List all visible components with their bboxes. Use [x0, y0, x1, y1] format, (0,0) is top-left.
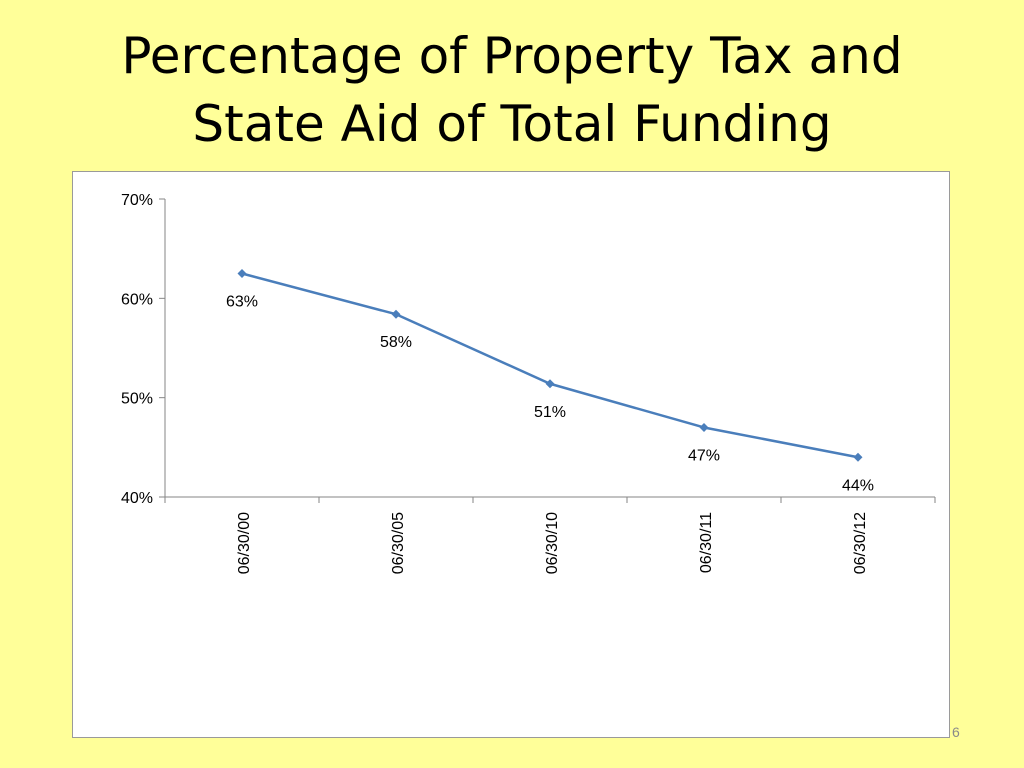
- data-label: 47%: [688, 447, 720, 464]
- y-tick-label: 60%: [121, 291, 153, 308]
- data-label: 51%: [534, 404, 566, 421]
- y-tick-label: 70%: [121, 192, 153, 209]
- data-label: 63%: [226, 294, 258, 311]
- x-tick-label: 06/30/11: [698, 512, 715, 573]
- x-tick-label: 06/30/10: [544, 512, 561, 574]
- data-point-marker: [853, 452, 863, 462]
- series-line-group: [237, 269, 863, 462]
- series-line: [241, 272, 859, 459]
- line-chart: 40% 50% 60% 70% 06/30/00 06/30/05 06/30/10 06/3…: [121, 192, 936, 574]
- data-labels: 63% 58% 51% 47% 44%: [226, 294, 874, 495]
- x-tick-label: 06/30/00: [236, 512, 253, 574]
- slide-title: Percentage of Property Tax and State Aid…: [0, 22, 1024, 158]
- x-tick-label: 06/30/12: [852, 512, 869, 574]
- tick-labels: 40% 50% 60% 70% 06/30/00 06/30/05 06/30/10 06/3…: [121, 192, 869, 574]
- slide-title-line-1: Percentage of Property Tax and: [121, 27, 903, 85]
- data-point-marker: [545, 379, 555, 389]
- data-point-marker: [391, 309, 401, 319]
- chart-area: 40% 50% 60% 70% 06/30/00 06/30/05 06/30/10 06/3…: [72, 171, 950, 738]
- x-tick-label: 06/30/05: [390, 512, 407, 574]
- data-label: 44%: [842, 477, 874, 494]
- y-tick-label: 50%: [121, 391, 153, 408]
- slide-title-line-2: State Aid of Total Funding: [192, 95, 832, 153]
- data-label: 58%: [380, 334, 412, 351]
- data-point-marker: [699, 422, 709, 432]
- axes: [159, 198, 936, 503]
- y-tick-label: 40%: [121, 490, 153, 507]
- slide-number: 6: [952, 724, 960, 740]
- data-point-marker: [237, 269, 247, 278]
